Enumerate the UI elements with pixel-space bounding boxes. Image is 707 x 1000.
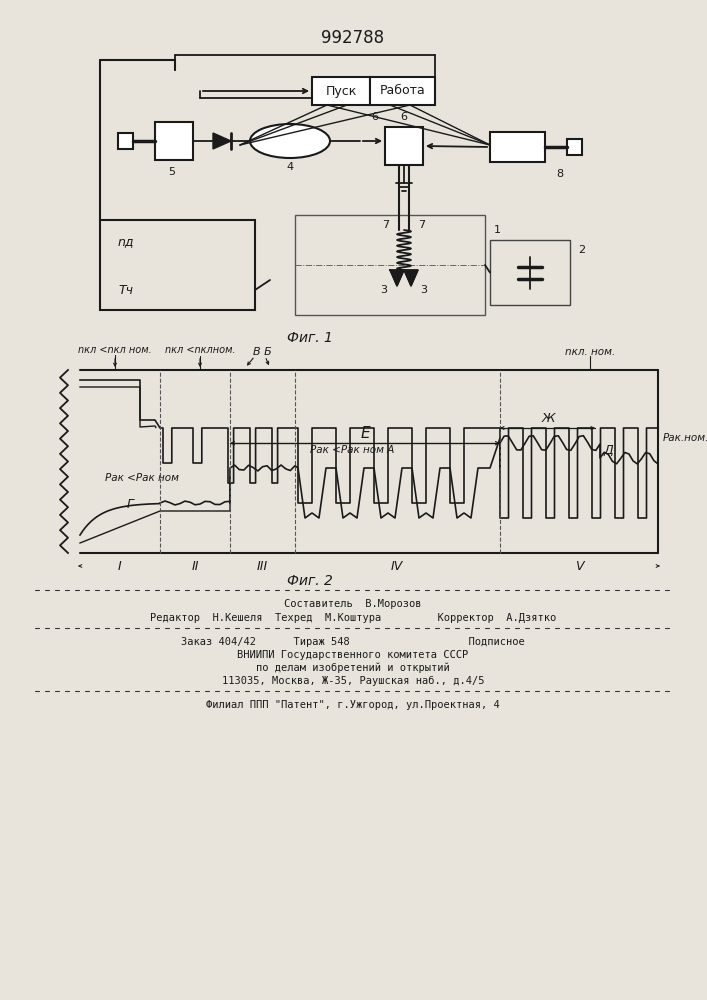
Text: Ж: Ж [542, 412, 555, 424]
Text: ВНИИПИ Государственного комитета СССР: ВНИИПИ Государственного комитета СССР [238, 650, 469, 660]
Text: 8: 8 [556, 169, 563, 179]
Text: Е: Е [360, 426, 370, 441]
Text: по делам изобретений и открытий: по делам изобретений и открытий [256, 663, 450, 673]
Text: V: V [575, 560, 583, 572]
Text: Работа: Работа [380, 85, 426, 98]
Text: Заказ 404/42      Тираж 548                   Подписное: Заказ 404/42 Тираж 548 Подписное [181, 637, 525, 647]
Text: 6: 6 [400, 112, 407, 122]
Text: 5: 5 [168, 167, 175, 177]
Text: III: III [257, 560, 268, 572]
Bar [567, 139, 582, 155]
Text: 2: 2 [578, 245, 585, 255]
Text: 7: 7 [419, 220, 426, 230]
Text: IV: IV [391, 560, 403, 572]
Text: 992788: 992788 [322, 29, 385, 47]
Text: Pак <Pак ном A: Pак <Pак ном A [310, 445, 395, 455]
Polygon shape [404, 270, 418, 286]
Text: 4: 4 [286, 162, 293, 172]
Text: Фиг. 2: Фиг. 2 [287, 574, 333, 588]
Text: Редактор  Н.Кешеля  Техред  М.Коштура         Корректор  А.Дзятко: Редактор Н.Кешеля Техред М.Коштура Корре… [150, 613, 556, 623]
Bar [118, 133, 133, 149]
Bar [295, 215, 485, 315]
Text: 7: 7 [382, 220, 390, 230]
Text: Pак.ном.: Pак.ном. [663, 433, 707, 443]
Ellipse shape [250, 124, 330, 158]
Polygon shape [390, 270, 404, 286]
Text: 3: 3 [380, 285, 387, 295]
Text: Д: Д [603, 444, 613, 456]
Bar [490, 240, 570, 305]
Text: nкл. ном.: nкл. ном. [565, 347, 615, 357]
Bar [370, 77, 435, 105]
Bar [312, 77, 370, 105]
Text: nкл <nкл ном.: nкл <nкл ном. [78, 345, 152, 355]
Text: 1: 1 [493, 225, 501, 235]
Text: В Б: В Б [252, 347, 271, 357]
Bar [490, 132, 545, 162]
Polygon shape [213, 133, 231, 149]
Bar [155, 122, 193, 160]
Bar [385, 127, 423, 165]
Text: nкл <nклном.: nкл <nклном. [165, 345, 235, 355]
Text: nд: nд [118, 235, 134, 248]
Text: Тч: Тч [118, 284, 133, 296]
Text: Г: Г [127, 498, 134, 512]
Text: 113035, Москва, Ж-35, Раушская наб., д.4/5: 113035, Москва, Ж-35, Раушская наб., д.4… [222, 676, 484, 686]
Text: Фиг. 1: Фиг. 1 [287, 331, 333, 345]
Text: 6: 6 [371, 112, 378, 122]
Bar [100, 220, 255, 310]
Text: 3: 3 [421, 285, 428, 295]
Text: Pак <Pак ном: Pак <Pак ном [105, 473, 179, 483]
Text: II: II [192, 560, 199, 572]
Text: Пуск: Пуск [325, 85, 357, 98]
Text: I: I [118, 560, 122, 572]
Text: Составитель  В.Морозов: Составитель В.Морозов [284, 599, 422, 609]
Text: Филиал ППП "Патент", г.Ужгород, ул.Проектная, 4: Филиал ППП "Патент", г.Ужгород, ул.Проек… [206, 700, 500, 710]
